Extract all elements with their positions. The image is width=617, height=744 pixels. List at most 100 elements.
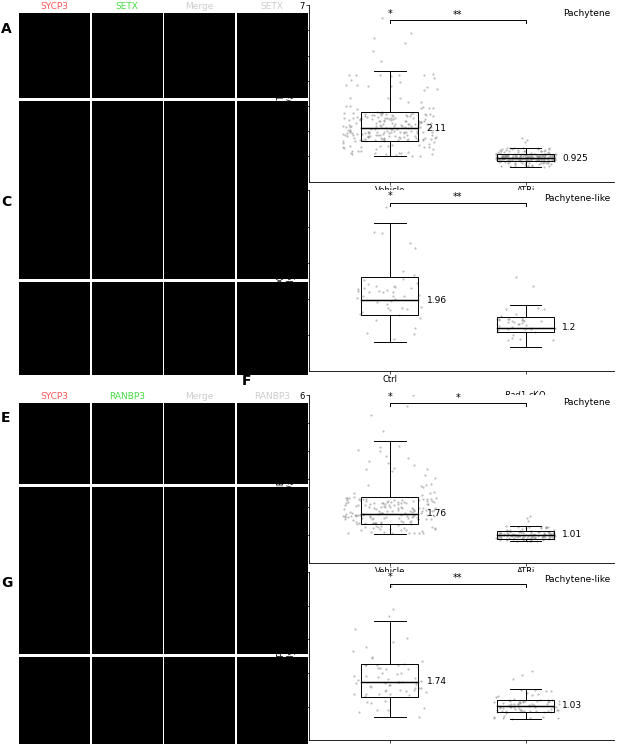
Point [520, 150, 530, 161]
Point [375, 140, 385, 152]
Point [365, 130, 375, 142]
Point [550, 148, 560, 160]
Point [355, 493, 365, 505]
Point [397, 302, 407, 314]
Point [389, 120, 399, 132]
Point [377, 133, 387, 145]
Point [499, 710, 509, 722]
Point [379, 115, 389, 126]
Point [386, 112, 395, 124]
Point [489, 696, 499, 708]
Point [366, 113, 376, 125]
Point [362, 327, 372, 339]
Point [415, 289, 424, 301]
Point [542, 148, 552, 160]
Point [406, 516, 416, 527]
Point [536, 153, 546, 164]
Point [416, 507, 426, 519]
Point [386, 580, 395, 591]
Point [544, 154, 553, 166]
Point [428, 102, 438, 114]
Point [383, 458, 393, 469]
Point [397, 502, 407, 514]
Point [413, 711, 423, 722]
Text: Vehicle: Vehicle [4, 427, 13, 460]
Point [533, 150, 543, 162]
Point [508, 151, 518, 163]
Point [396, 501, 406, 513]
Point [350, 623, 360, 635]
Point [384, 499, 394, 511]
Text: Pachytene-like: Pachytene-like [545, 194, 611, 203]
Point [502, 527, 511, 539]
Point [492, 326, 502, 338]
Point [500, 149, 510, 161]
Point [518, 148, 528, 160]
Point [527, 153, 537, 165]
Point [533, 152, 543, 164]
Point [371, 129, 381, 141]
Point [412, 125, 422, 137]
Point [536, 149, 545, 161]
Point [499, 153, 509, 165]
Point [341, 492, 351, 504]
Point [410, 130, 420, 142]
Point [355, 134, 365, 146]
Point [400, 126, 410, 138]
Point [524, 157, 534, 169]
Point [507, 528, 517, 540]
Point [504, 156, 514, 168]
Point [426, 478, 436, 490]
Point [414, 115, 424, 126]
Point [420, 702, 429, 713]
Text: 0.925: 0.925 [562, 154, 588, 163]
Point [502, 524, 512, 536]
Point [503, 527, 513, 539]
Point [352, 292, 362, 304]
Point [550, 148, 560, 160]
Point [531, 155, 541, 167]
Point [368, 518, 378, 530]
Point [526, 535, 536, 547]
Point [409, 504, 419, 516]
Point [386, 688, 395, 700]
Point [371, 143, 381, 155]
Point [503, 694, 513, 706]
Point [489, 712, 499, 724]
Point [370, 147, 380, 158]
Text: Merge: Merge [186, 392, 214, 401]
Text: **: ** [453, 10, 463, 19]
Point [376, 120, 386, 132]
Point [349, 670, 358, 682]
Point [377, 12, 387, 24]
Point [424, 103, 434, 115]
Point [499, 153, 509, 164]
Point [495, 534, 505, 546]
Point [547, 694, 557, 706]
Point [531, 531, 540, 543]
Point [399, 127, 409, 139]
Point [546, 527, 556, 539]
Point [538, 149, 548, 161]
Point [523, 150, 532, 162]
Point [539, 156, 549, 168]
Point [384, 113, 394, 125]
Point [360, 516, 370, 528]
Point [357, 512, 367, 524]
Point [423, 498, 433, 510]
Point [368, 518, 378, 530]
Point [509, 532, 519, 544]
Text: SETX: SETX [261, 2, 284, 11]
Point [510, 315, 520, 327]
Point [379, 500, 389, 512]
Point [378, 106, 387, 118]
Point [370, 501, 379, 513]
Point [363, 126, 373, 138]
Point [385, 523, 395, 535]
Point [517, 312, 527, 324]
Point [515, 149, 524, 161]
Point [504, 155, 514, 167]
Point [515, 333, 525, 345]
Point [426, 493, 436, 505]
Point [507, 701, 516, 713]
